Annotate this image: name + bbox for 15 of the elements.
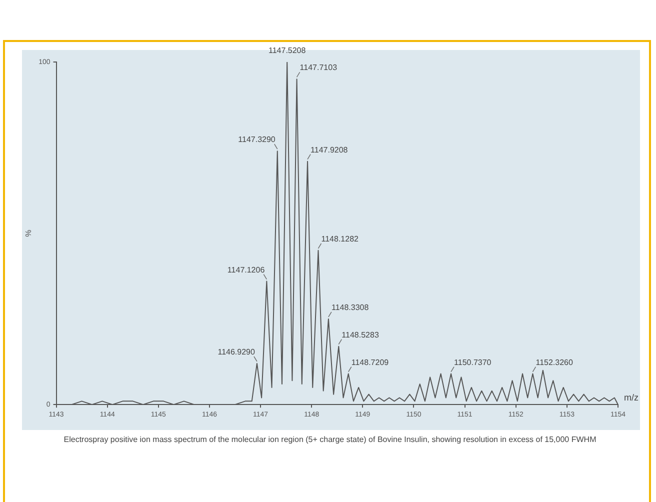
annotation: 1146.9290 [218, 347, 256, 356]
x-axis-title: m/z [624, 392, 639, 403]
y-axis-title: % [24, 230, 34, 237]
annotation: 1147.3290 [238, 135, 276, 144]
annotation: 1147.5208 [268, 46, 306, 55]
annotation: 1152.3260 [536, 358, 574, 367]
text: Electrospray positive ion mass spectrum of the molecular ion region (5+ charge state) of Bovine Insulin, showing resolution in excess of 15,000 FWHM [62, 434, 598, 445]
annotation: 1150.7370 [454, 358, 492, 367]
annotation: 1147.1206 [227, 265, 266, 274]
annotation: 1147.7103 [300, 63, 338, 72]
annotation: 1148.1282 [321, 234, 360, 244]
annotation: 1148.7209 [351, 358, 390, 367]
annotation: 1148.5283 [342, 330, 380, 340]
annotation: 1148.3308 [331, 302, 370, 312]
annotation: 1147.9208 [310, 145, 348, 154]
